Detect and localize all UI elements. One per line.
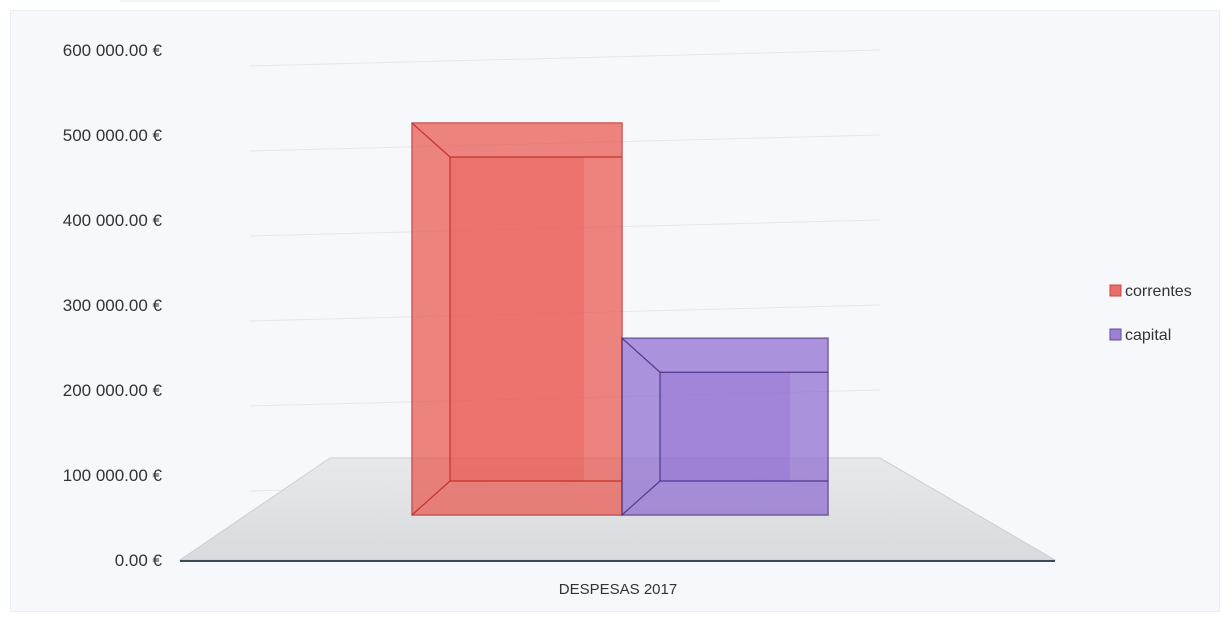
legend-item-capital: capital xyxy=(1109,327,1171,344)
legend-label: capital xyxy=(1125,327,1171,344)
legend-item-correntes: correntes xyxy=(1109,283,1192,300)
bar-front-face xyxy=(621,337,829,516)
y-tick-label: 600 000.00 € xyxy=(63,41,163,60)
y-tick-label: 100 000.00 € xyxy=(63,466,163,485)
bar-correntes xyxy=(411,122,623,516)
bars xyxy=(411,122,829,516)
y-tick-label: 500 000.00 € xyxy=(63,126,163,145)
cropped-text-strip xyxy=(110,0,750,8)
bar-edge xyxy=(411,480,622,516)
y-tick-label: 200 000.00 € xyxy=(63,381,163,400)
y-axis-ticks: 0.00 € 100 000.00 € 200 000.00 € 300 000.00… xyxy=(63,41,163,570)
legend-label: correntes xyxy=(1125,283,1192,300)
category-label: DESPESAS 2017 xyxy=(559,581,677,598)
bar-capital xyxy=(621,337,829,516)
y-tick-label: 400 000.00 € xyxy=(63,211,163,230)
bar-edge xyxy=(621,480,828,516)
y-tick-label: 0.00 € xyxy=(115,551,163,570)
category-labels: DESPESAS 2017 xyxy=(559,581,677,598)
gridline xyxy=(249,49,881,67)
legend: correntes capital xyxy=(1109,283,1192,344)
bar-front-face xyxy=(411,122,623,516)
y-tick-label: 300 000.00 € xyxy=(63,296,163,315)
legend-swatch xyxy=(1109,328,1122,341)
legend-swatch xyxy=(1109,284,1122,297)
